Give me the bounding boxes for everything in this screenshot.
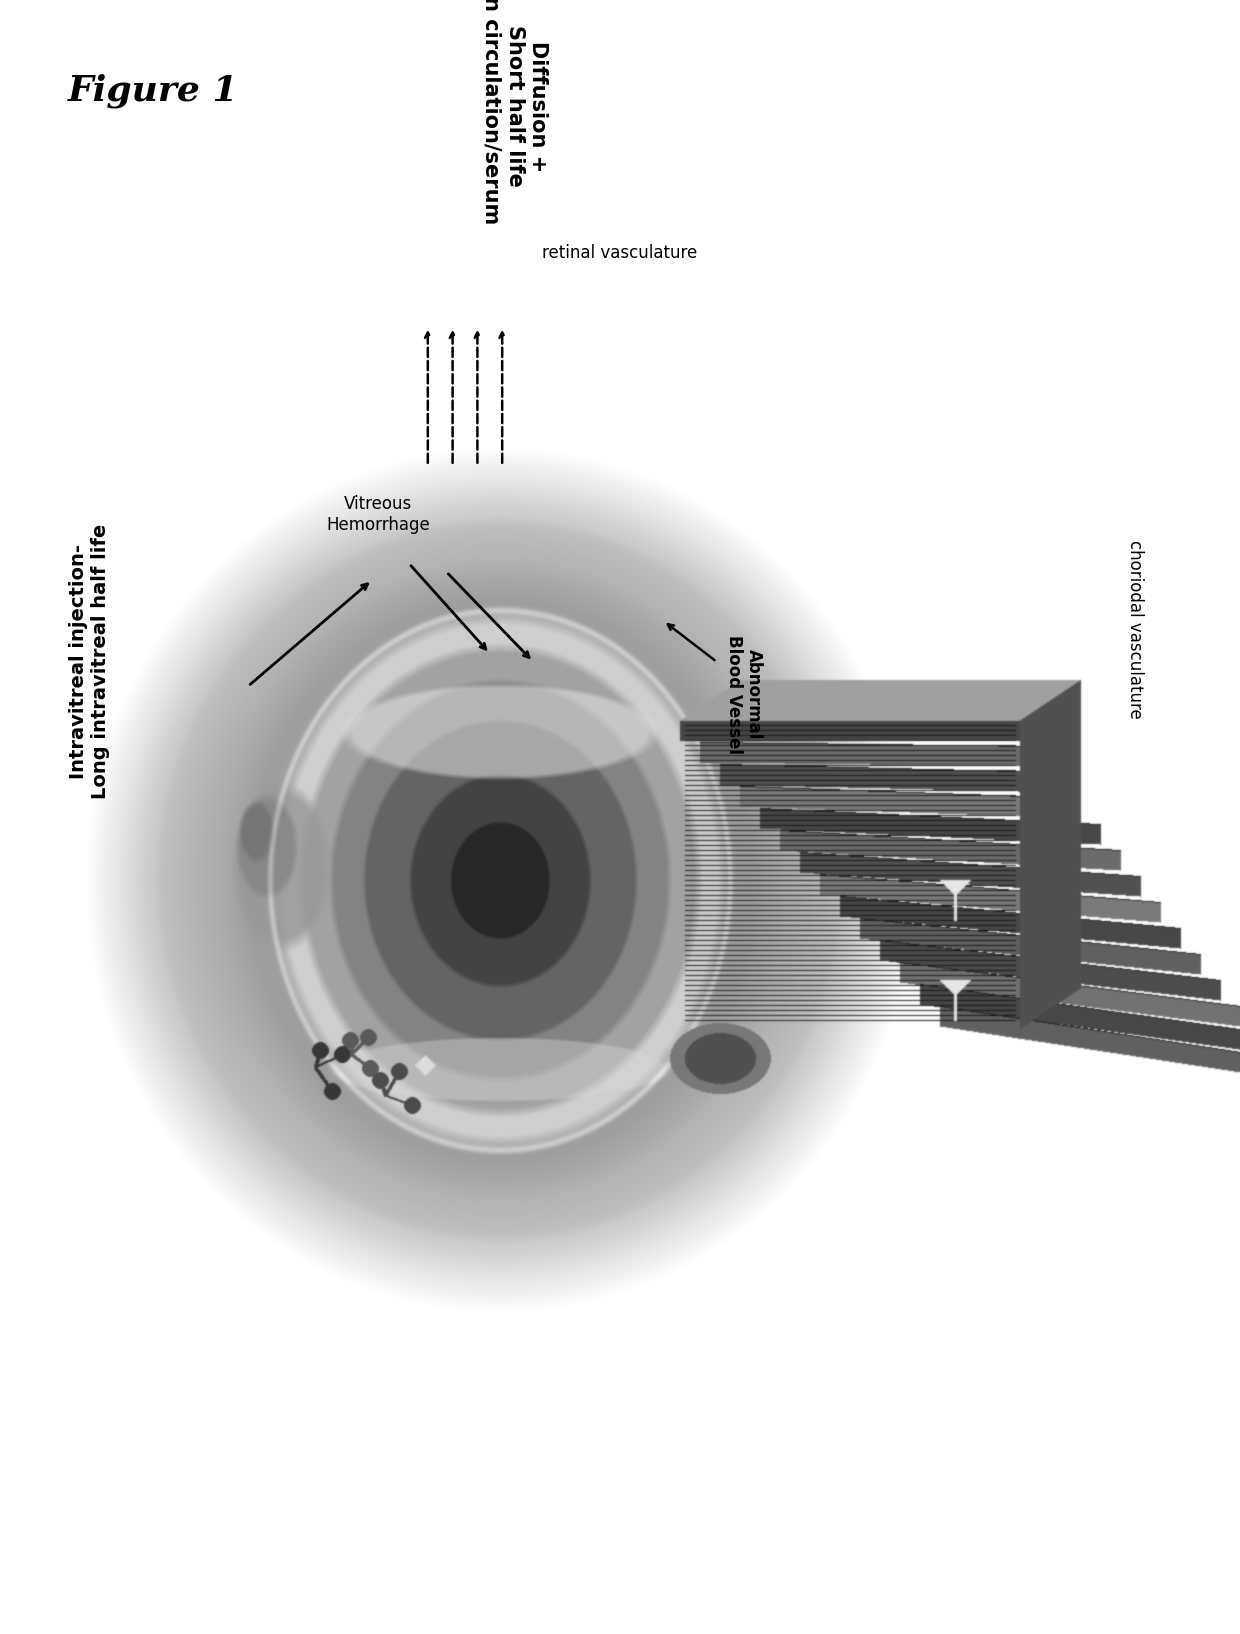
Text: Intravitreal injection-
Long intravitreal half life: Intravitreal injection- Long intravitrea… [68, 525, 110, 799]
Text: Figure 1: Figure 1 [68, 74, 239, 108]
Text: choriodal vasculature: choriodal vasculature [1126, 539, 1143, 719]
Text: retinal vasculature: retinal vasculature [542, 243, 698, 263]
Text: Diffusion +
Short half life
in circulation/serum: Diffusion + Short half life in circulati… [481, 0, 548, 224]
Text: Abnormal
Blood Vessel: Abnormal Blood Vessel [724, 636, 764, 753]
Text: Vitreous
Hemorrhage: Vitreous Hemorrhage [326, 495, 430, 534]
